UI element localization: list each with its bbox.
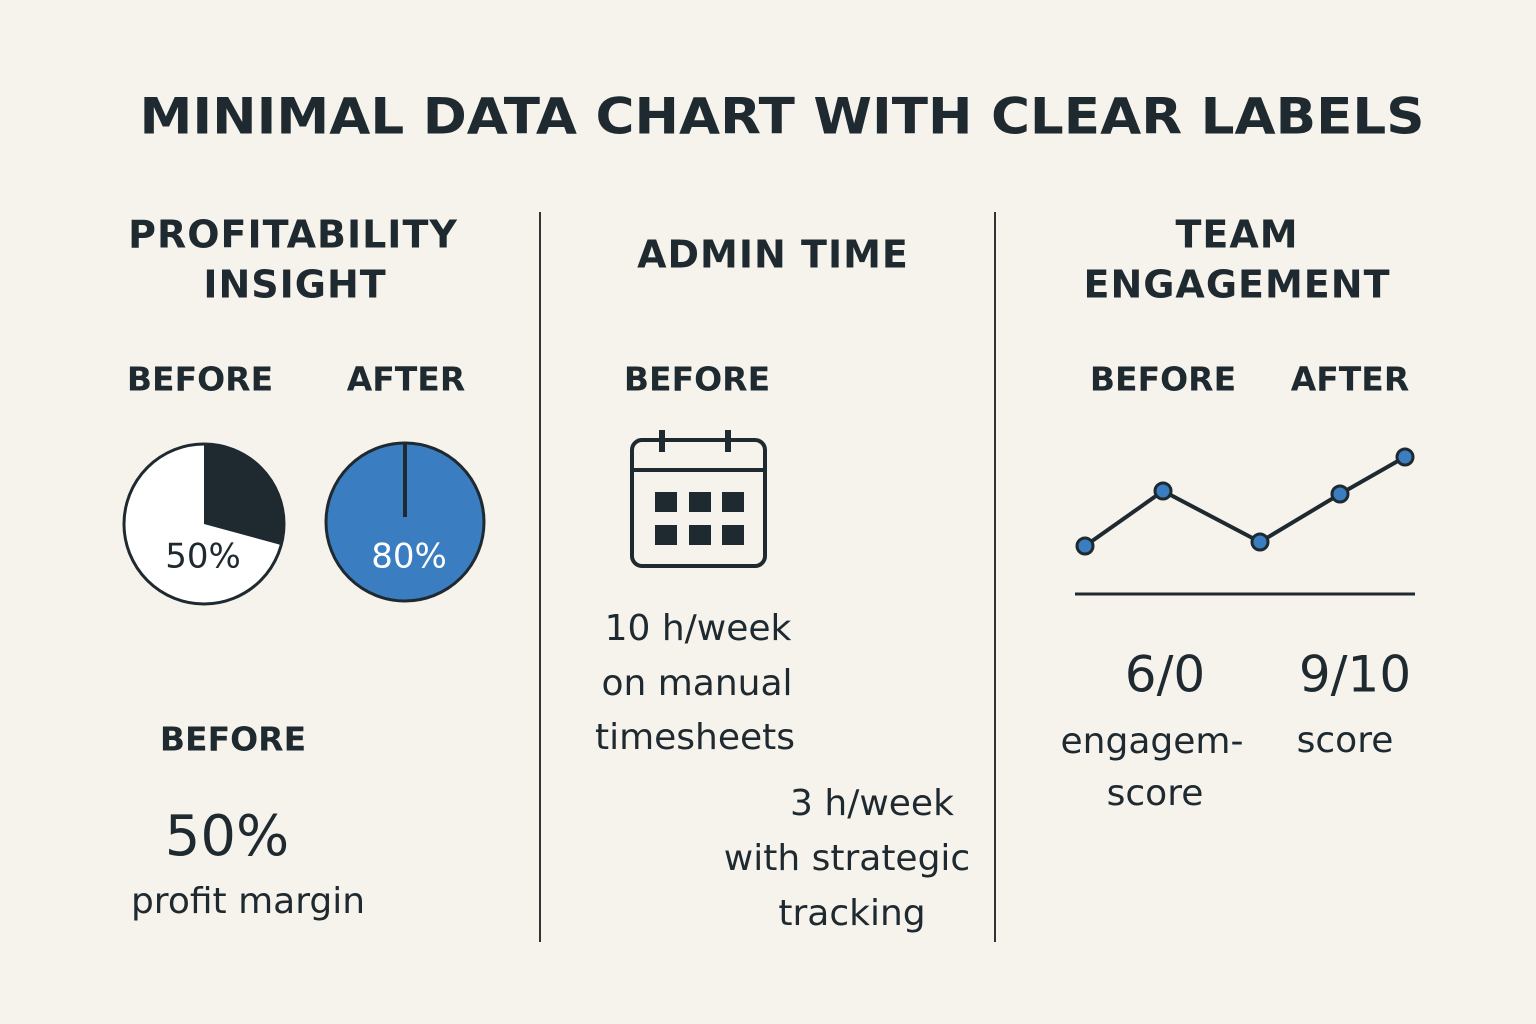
summary-value: 50% xyxy=(165,804,289,869)
before-label: BEFORE xyxy=(127,360,273,399)
after-text: with strategic xyxy=(724,838,970,879)
before-text: engagem- xyxy=(1061,721,1244,762)
before-text: score xyxy=(1107,773,1204,814)
before-text: on manual xyxy=(601,663,792,704)
panel-heading: ADMIN TIME xyxy=(637,233,909,277)
trend-line xyxy=(1075,447,1415,596)
panel-heading: PROFITABILITY xyxy=(128,213,458,257)
summary-text: profit margin xyxy=(131,881,365,922)
before-label: BEFORE xyxy=(1090,360,1236,399)
before-text: timesheets xyxy=(595,717,795,758)
before-text: 10 h/week xyxy=(605,608,792,649)
after-text: score xyxy=(1297,720,1394,761)
panel-heading: INSIGHT xyxy=(203,263,386,307)
summary-label: BEFORE xyxy=(160,720,306,759)
after-text: tracking xyxy=(778,893,925,934)
after-score: 9/10 xyxy=(1299,646,1411,704)
panel-heading: TEAM xyxy=(1175,213,1298,257)
pie-label: 80% xyxy=(371,537,447,577)
calendar-icon xyxy=(630,430,767,568)
panel-heading: ENGAGEMENT xyxy=(1083,263,1390,307)
title: MINIMAL DATA CHART WITH CLEAR LABELS xyxy=(140,88,1425,146)
before-score: 6/0 xyxy=(1125,646,1205,704)
pie-slice xyxy=(204,444,284,545)
before-label: BEFORE xyxy=(624,360,770,399)
after-text: 3 h/week xyxy=(790,783,954,824)
after-label: AFTER xyxy=(1291,360,1410,399)
pie-label: 50% xyxy=(165,537,241,577)
after-label: AFTER xyxy=(347,360,466,399)
